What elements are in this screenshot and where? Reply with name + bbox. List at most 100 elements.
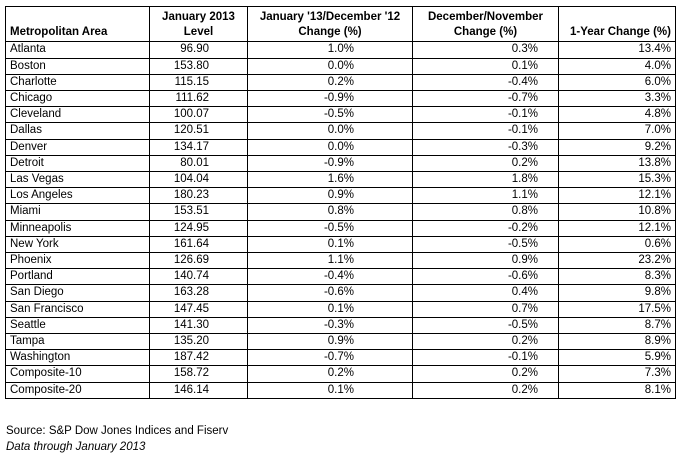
cell-metro-area: Los Angeles: [5, 187, 150, 205]
cell-monthly-change: -0.3%: [247, 316, 413, 335]
table-row: Seattle 141.30 -0.3% -0.5% 8.7%: [5, 316, 676, 335]
cell-previous-change: -0.3%: [412, 138, 559, 156]
cell-monthly-change: 1.6%: [247, 171, 413, 189]
header-yearly-change: 1-Year Change (%): [558, 5, 676, 43]
data-date-note: Data through January 2013: [6, 441, 146, 453]
cell-previous-change: -0.1%: [412, 122, 559, 140]
header-yoy-line2: 1-Year Change (%): [570, 26, 671, 39]
cell-metro-area: Atlanta: [5, 41, 150, 59]
cell-previous-change: -0.4%: [412, 73, 559, 92]
table-row: San Diego 163.28 -0.6% 0.4% 9.8%: [5, 284, 676, 302]
table-row: Tampa 135.20 0.9% 0.2% 8.9%: [5, 333, 676, 351]
cell-metro-area: Chicago: [5, 90, 150, 108]
source-note: Source: S&P Dow Jones Indices and Fiserv: [6, 425, 229, 437]
table-row: Washington 187.42 -0.7% -0.1% 5.9%: [5, 349, 676, 367]
cell-level: 163.28: [149, 284, 248, 302]
cell-monthly-change: 0.2%: [247, 365, 413, 383]
cell-previous-change: -0.2%: [412, 219, 559, 237]
cell-yearly-change: 6.0%: [558, 73, 676, 92]
cell-yearly-change: 0.6%: [558, 235, 676, 254]
table-row: Dallas 120.51 0.0% -0.1% 7.0%: [5, 122, 676, 140]
table-row: Las Vegas 104.04 1.6% 1.8% 15.3%: [5, 171, 676, 189]
table-row: Composite-20 146.14 0.1% 0.2% 8.1%: [5, 381, 676, 399]
table-row: San Francisco 147.45 0.1% 0.7% 17.5%: [5, 300, 676, 318]
cell-metro-area: Detroit: [5, 154, 150, 173]
cell-metro-area: Composite-10: [5, 365, 150, 383]
cell-monthly-change: 0.0%: [247, 122, 413, 140]
cell-previous-change: 1.8%: [412, 171, 559, 189]
table-row: Charlotte 115.15 0.2% -0.4% 6.0%: [5, 73, 676, 92]
cell-monthly-change: 1.0%: [247, 41, 413, 59]
cell-level: 80.01: [149, 154, 248, 173]
header-monthly-change: January '13/December '12 Change (%): [247, 5, 413, 43]
cell-monthly-change: -0.6%: [247, 284, 413, 302]
cell-metro-area: Washington: [5, 349, 150, 367]
header-mom-line2: Change (%): [298, 26, 362, 39]
header-level-line2: Level: [183, 26, 214, 39]
cell-previous-change: 0.9%: [412, 252, 559, 270]
cell-metro-area: Phoenix: [5, 252, 150, 270]
table-row: Composite-10 158.72 0.2% 0.2% 7.3%: [5, 365, 676, 383]
cell-previous-change: -0.7%: [412, 90, 559, 108]
cell-level: 120.51: [149, 122, 248, 140]
cell-previous-change: 0.4%: [412, 284, 559, 302]
cell-yearly-change: 8.1%: [558, 381, 676, 399]
cell-yearly-change: 17.5%: [558, 300, 676, 318]
cell-monthly-change: 0.9%: [247, 333, 413, 351]
cell-yearly-change: 9.2%: [558, 138, 676, 156]
cell-metro-area: Cleveland: [5, 106, 150, 124]
cell-yearly-change: 8.3%: [558, 268, 676, 286]
cell-metro-area: New York: [5, 235, 150, 254]
cell-metro-area: Miami: [5, 203, 150, 221]
cell-metro-area: Composite-20: [5, 381, 150, 399]
cell-level: 153.80: [149, 57, 248, 75]
cell-monthly-change: 0.1%: [247, 235, 413, 254]
table-row: New York 161.64 0.1% -0.5% 0.6%: [5, 235, 676, 254]
cell-yearly-change: 7.0%: [558, 122, 676, 140]
cell-level: 187.42: [149, 349, 248, 367]
cell-metro-area: Dallas: [5, 122, 150, 140]
cell-monthly-change: -0.9%: [247, 154, 413, 173]
table-row: Minneapolis 124.95 -0.5% -0.2% 12.1%: [5, 219, 676, 237]
cell-previous-change: 0.7%: [412, 300, 559, 318]
cell-previous-change: -0.5%: [412, 316, 559, 335]
header-level-line1: January 2013: [162, 11, 235, 23]
home-price-index-table: Metropolitan Area January 2013 Level Jan…: [5, 5, 676, 399]
cell-level: 115.15: [149, 73, 248, 92]
cell-previous-change: -0.1%: [412, 106, 559, 124]
cell-level: 161.64: [149, 235, 248, 254]
cell-monthly-change: 0.2%: [247, 73, 413, 92]
cell-metro-area: Minneapolis: [5, 219, 150, 237]
cell-level: 153.51: [149, 203, 248, 221]
cell-yearly-change: 23.2%: [558, 252, 676, 270]
cell-level: 126.69: [149, 252, 248, 270]
cell-yearly-change: 13.4%: [558, 41, 676, 59]
cell-level: 141.30: [149, 316, 248, 335]
index-table-container: Metropolitan Area January 2013 Level Jan…: [5, 5, 676, 399]
cell-metro-area: Las Vegas: [5, 171, 150, 189]
cell-level: 104.04: [149, 171, 248, 189]
header-level: January 2013 Level: [149, 5, 248, 43]
cell-yearly-change: 10.8%: [558, 203, 676, 221]
cell-metro-area: San Diego: [5, 284, 150, 302]
table-row: Chicago 111.62 -0.9% -0.7% 3.3%: [5, 90, 676, 108]
header-prev-line2: Change (%): [453, 26, 518, 39]
cell-monthly-change: 1.1%: [247, 252, 413, 270]
cell-metro-area: Denver: [5, 138, 150, 156]
cell-level: 147.45: [149, 300, 248, 318]
cell-previous-change: 0.3%: [412, 41, 559, 59]
cell-yearly-change: 5.9%: [558, 349, 676, 367]
cell-yearly-change: 7.3%: [558, 365, 676, 383]
header-previous-change: December/November Change (%): [412, 5, 559, 43]
table-header-row: Metropolitan Area January 2013 Level Jan…: [5, 5, 676, 43]
cell-level: 158.72: [149, 365, 248, 383]
cell-previous-change: 0.2%: [412, 365, 559, 383]
table-row: Miami 153.51 0.8% 0.8% 10.8%: [5, 203, 676, 221]
table-row: Atlanta 96.90 1.0% 0.3% 13.4%: [5, 41, 676, 59]
cell-monthly-change: 0.9%: [247, 187, 413, 205]
cell-monthly-change: -0.7%: [247, 349, 413, 367]
cell-metro-area: Charlotte: [5, 73, 150, 92]
cell-yearly-change: 3.3%: [558, 90, 676, 108]
header-metro-area: Metropolitan Area: [5, 5, 150, 43]
cell-level: 124.95: [149, 219, 248, 237]
